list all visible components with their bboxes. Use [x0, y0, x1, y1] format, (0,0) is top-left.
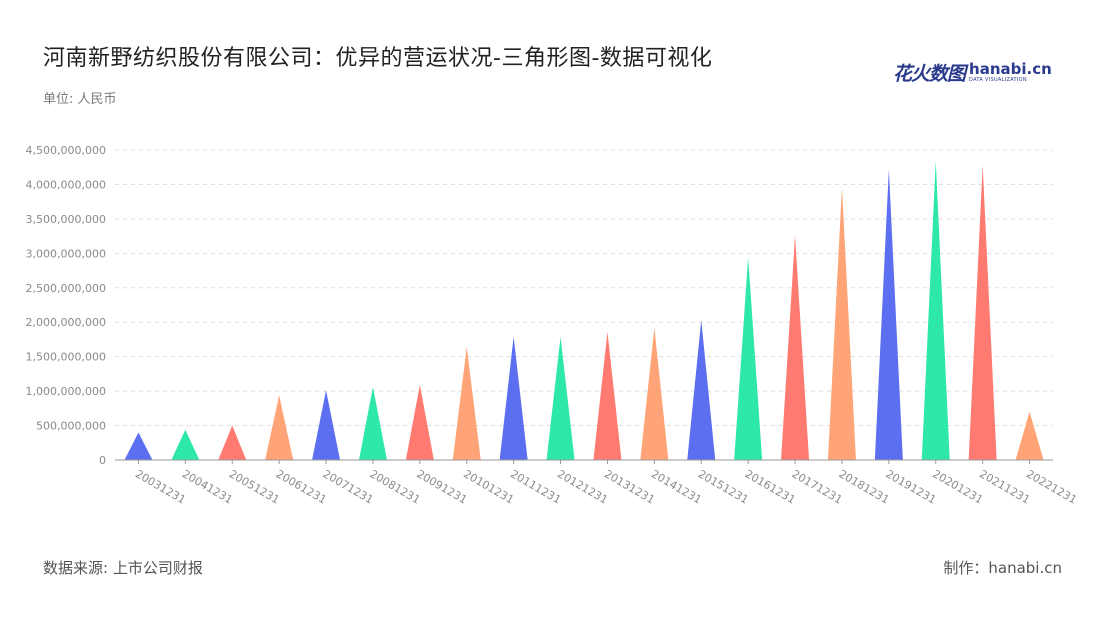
logo-cn-text: 花火数图: [893, 62, 966, 85]
triangle-bar-20131231: [593, 331, 622, 460]
x-tick-label: 20221231: [1024, 467, 1079, 506]
x-tick-label: 20061231: [274, 467, 329, 506]
triangle-bar-20071231: [312, 390, 341, 460]
x-tick-label: 20131231: [602, 467, 657, 506]
triangle-bar-20191231: [874, 169, 903, 461]
x-tick-label: 20161231: [743, 467, 798, 506]
x-tick-label: 20081231: [367, 467, 422, 506]
triangle-bar-20211231: [968, 165, 997, 460]
y-tick-label: 2,000,000,000: [26, 316, 106, 329]
data-source-note: 数据来源: 上市公司财报: [43, 559, 203, 577]
triangle-bar-20061231: [265, 395, 294, 460]
x-tick-label: 20071231: [321, 467, 376, 506]
triangle-bar-20141231: [640, 327, 669, 460]
x-tick-label: 20141231: [649, 467, 704, 506]
triangle-bar-20111231: [499, 336, 528, 460]
credit-note: 制作：hanabi.cn: [943, 559, 1062, 577]
x-tick-label: 20211231: [977, 467, 1032, 506]
x-tick-label: 20171231: [790, 467, 845, 506]
y-tick-label: 1,500,000,000: [26, 351, 106, 364]
x-tick-label: 20181231: [836, 467, 891, 506]
x-axis-ticks: 2003123120041231200512312006123120071231…: [133, 460, 1079, 507]
y-tick-label: 4,000,000,000: [26, 178, 106, 191]
chart-title: 河南新野纺织股份有限公司：优异的营运状况-三角形图-数据可视化: [43, 46, 713, 71]
brand-logo: 花火数图 hanabi.cn DATA VISUALIZATION: [893, 59, 1052, 85]
x-tick-label: 20091231: [414, 467, 469, 506]
triangle-bar-20221231: [1015, 411, 1044, 460]
triangle-bar-20101231: [452, 347, 481, 460]
y-tick-label: 3,500,000,000: [26, 213, 106, 226]
x-tick-label: 20101231: [461, 467, 516, 506]
x-tick-label: 20201231: [930, 467, 985, 506]
triangle-bar-20081231: [358, 386, 387, 460]
y-tick-label: 500,000,000: [36, 420, 106, 433]
x-tick-label: 20051231: [227, 467, 282, 506]
y-axis-ticks: 0 500,000,000 1,000,000,000 1,500,000,000 2,…: [26, 144, 106, 467]
x-tick-label: 20041231: [180, 467, 235, 506]
y-tick-label: 1,000,000,000: [26, 385, 106, 398]
triangle-bar-20091231: [405, 384, 434, 460]
triangle-bars: [124, 161, 1044, 461]
triangle-bar-20201231: [921, 161, 950, 460]
x-tick-label: 20121231: [555, 467, 610, 506]
triangle-bar-20151231: [687, 320, 716, 460]
triangle-bar-20121231: [546, 336, 575, 460]
y-tick-label: 4,500,000,000: [26, 144, 106, 157]
triangle-bar-20181231: [827, 187, 856, 460]
triangle-bar-20051231: [218, 425, 247, 460]
grid-lines: [115, 149, 1053, 427]
triangle-bar-20161231: [734, 257, 763, 460]
x-tick-label: 20191231: [883, 467, 938, 506]
triangle-bar-20031231: [124, 432, 153, 460]
triangle-bar-20041231: [171, 429, 200, 460]
logo-sub-text: DATA VISUALIZATION: [969, 76, 1027, 83]
x-tick-label: 20151231: [696, 467, 751, 506]
unit-label: 单位: 人民币: [43, 92, 117, 107]
x-tick-label: 20031231: [133, 467, 188, 506]
triangle-bar-20171231: [781, 235, 810, 460]
logo-en-block: hanabi.cn DATA VISUALIZATION: [969, 59, 1052, 83]
y-tick-label: 0: [99, 454, 106, 467]
x-tick-label: 20111231: [508, 467, 563, 506]
logo-en-text: hanabi.cn: [969, 59, 1052, 78]
y-tick-label: 2,500,000,000: [26, 282, 106, 295]
y-tick-label: 3,000,000,000: [26, 247, 106, 260]
